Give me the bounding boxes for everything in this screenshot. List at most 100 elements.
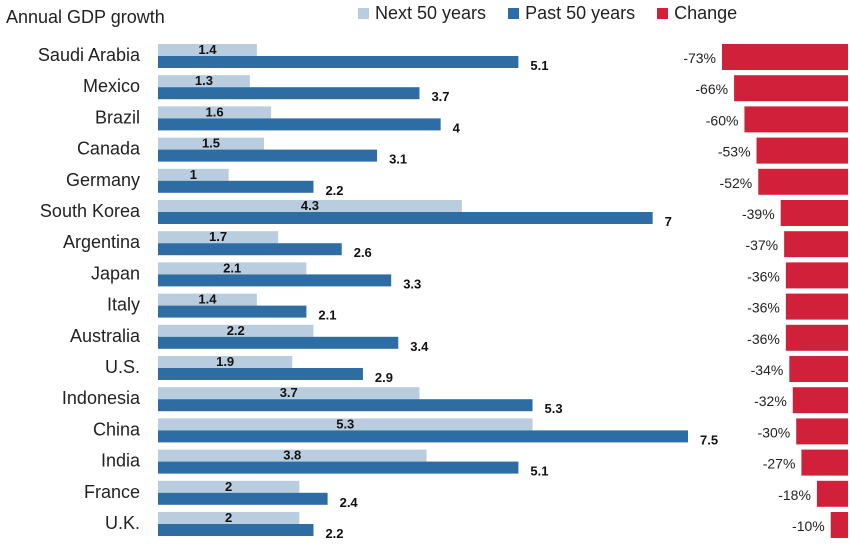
value-label-next-italy: 1.4 — [198, 292, 217, 307]
value-label-change-italy: -36% — [747, 300, 780, 316]
value-label-past-south-korea: 7 — [665, 214, 672, 229]
category-label-italy: Italy — [107, 295, 140, 315]
bar-change-saudi-arabia — [722, 44, 848, 70]
chart-legend: Next 50 years Past 50 years Change — [358, 3, 737, 24]
value-label-change-china: -30% — [758, 424, 791, 440]
bar-next-south-korea — [158, 200, 462, 212]
legend-label-past: Past 50 years — [525, 3, 636, 23]
value-label-change-indonesia: -32% — [754, 393, 787, 409]
bar-next-japan — [158, 262, 307, 275]
bar-past-mexico — [158, 87, 420, 100]
legend-item-past: Past 50 years — [508, 3, 635, 24]
value-label-next-japan: 2.1 — [223, 260, 241, 275]
value-label-next-mexico: 1.3 — [195, 73, 213, 88]
bar-next-u-k — [158, 512, 300, 524]
bar-change-argentina — [784, 231, 848, 258]
bar-next-canada — [158, 137, 264, 150]
value-label-next-indonesia: 3.7 — [280, 385, 298, 400]
value-label-next-saudi-arabia: 1.4 — [198, 42, 217, 57]
bar-next-mexico — [158, 75, 250, 88]
bar-past-germany — [158, 180, 314, 193]
category-label-india: India — [101, 451, 141, 471]
bar-past-u-s — [158, 368, 363, 380]
bar-next-argentina — [158, 231, 279, 244]
bar-change-france — [816, 480, 848, 507]
bar-next-indonesia — [158, 387, 420, 400]
bar-past-india — [158, 461, 519, 474]
bar-past-south-korea — [158, 212, 653, 224]
value-label-change-u-s: -34% — [751, 362, 784, 378]
value-label-past-canada: 3.1 — [389, 152, 407, 167]
bar-past-china — [158, 430, 688, 443]
legend-label-change: Change — [674, 3, 738, 23]
bar-change-china — [796, 418, 848, 445]
category-label-saudi-arabia: Saudi Arabia — [38, 45, 141, 65]
value-label-past-indonesia: 5.3 — [545, 401, 563, 416]
bar-change-south-korea — [780, 200, 848, 226]
bar-next-france — [158, 480, 300, 493]
legend-swatch-past — [508, 8, 520, 19]
value-label-past-argentina: 2.6 — [354, 245, 372, 260]
bar-next-u-s — [158, 356, 293, 368]
bar-past-argentina — [158, 243, 342, 256]
bar-past-indonesia — [158, 399, 533, 412]
category-label-australia: Australia — [70, 326, 141, 346]
chart-subtitle: Annual GDP growth — [6, 7, 165, 27]
value-label-change-argentina: -37% — [745, 237, 778, 253]
value-label-next-australia: 2.2 — [227, 323, 245, 338]
value-label-change-germany: -52% — [720, 175, 753, 191]
category-label-argentina: Argentina — [63, 232, 141, 252]
value-label-past-u-s: 2.9 — [375, 370, 393, 385]
bar-change-australia — [785, 324, 848, 351]
bar-change-indonesia — [792, 387, 848, 414]
bar-change-u-k — [830, 512, 848, 538]
value-label-past-india: 5.1 — [530, 464, 548, 479]
value-label-next-france: 2 — [225, 479, 232, 494]
category-label-france: France — [84, 482, 140, 502]
value-label-next-u-s: 1.9 — [216, 354, 234, 369]
category-label-indonesia: Indonesia — [62, 388, 141, 408]
category-label-mexico: Mexico — [83, 76, 140, 96]
value-label-past-france: 2.4 — [340, 495, 359, 510]
bar-next-italy — [158, 293, 257, 306]
value-label-past-brazil: 4 — [453, 120, 461, 135]
bar-next-saudi-arabia — [158, 44, 257, 56]
value-label-change-japan: -36% — [747, 268, 780, 284]
value-label-change-mexico: -66% — [695, 81, 728, 97]
value-label-past-italy: 2.1 — [318, 308, 336, 323]
value-label-change-u-k: -10% — [792, 518, 825, 534]
bar-past-u-k — [158, 524, 314, 536]
value-label-change-france: -18% — [778, 487, 811, 503]
value-label-past-u-k: 2.2 — [325, 526, 343, 541]
bar-past-canada — [158, 149, 378, 162]
value-label-change-india: -27% — [763, 456, 796, 472]
value-label-next-argentina: 1.7 — [209, 229, 227, 244]
value-label-next-u-k: 2 — [225, 510, 232, 525]
value-label-past-australia: 3.4 — [410, 339, 429, 354]
value-label-change-canada: -53% — [718, 144, 751, 160]
category-label-south-korea: South Korea — [40, 201, 141, 221]
bar-past-brazil — [158, 118, 441, 131]
value-label-next-south-korea: 4.3 — [301, 198, 319, 213]
bar-change-germany — [758, 168, 848, 195]
legend-item-change: Change — [657, 3, 737, 24]
bar-change-brazil — [744, 106, 848, 133]
bar-change-u-s — [789, 356, 848, 382]
category-label-germany: Germany — [66, 170, 140, 190]
bar-next-india — [158, 449, 427, 462]
legend-swatch-next — [358, 8, 369, 19]
value-label-past-japan: 3.3 — [403, 276, 421, 291]
value-label-next-china: 5.3 — [336, 416, 354, 431]
bar-change-mexico — [734, 75, 848, 102]
legend-label-next: Next 50 years — [375, 3, 487, 23]
value-label-next-canada: 1.5 — [202, 136, 220, 151]
value-label-next-brazil: 1.6 — [205, 104, 223, 119]
bar-change-japan — [785, 262, 848, 289]
category-label-china: China — [93, 419, 141, 439]
bar-past-italy — [158, 305, 307, 318]
bar-past-australia — [158, 336, 399, 349]
bar-past-japan — [158, 274, 392, 287]
value-label-past-saudi-arabia: 5.1 — [530, 58, 548, 73]
category-label-u-k: U.K. — [105, 513, 140, 533]
